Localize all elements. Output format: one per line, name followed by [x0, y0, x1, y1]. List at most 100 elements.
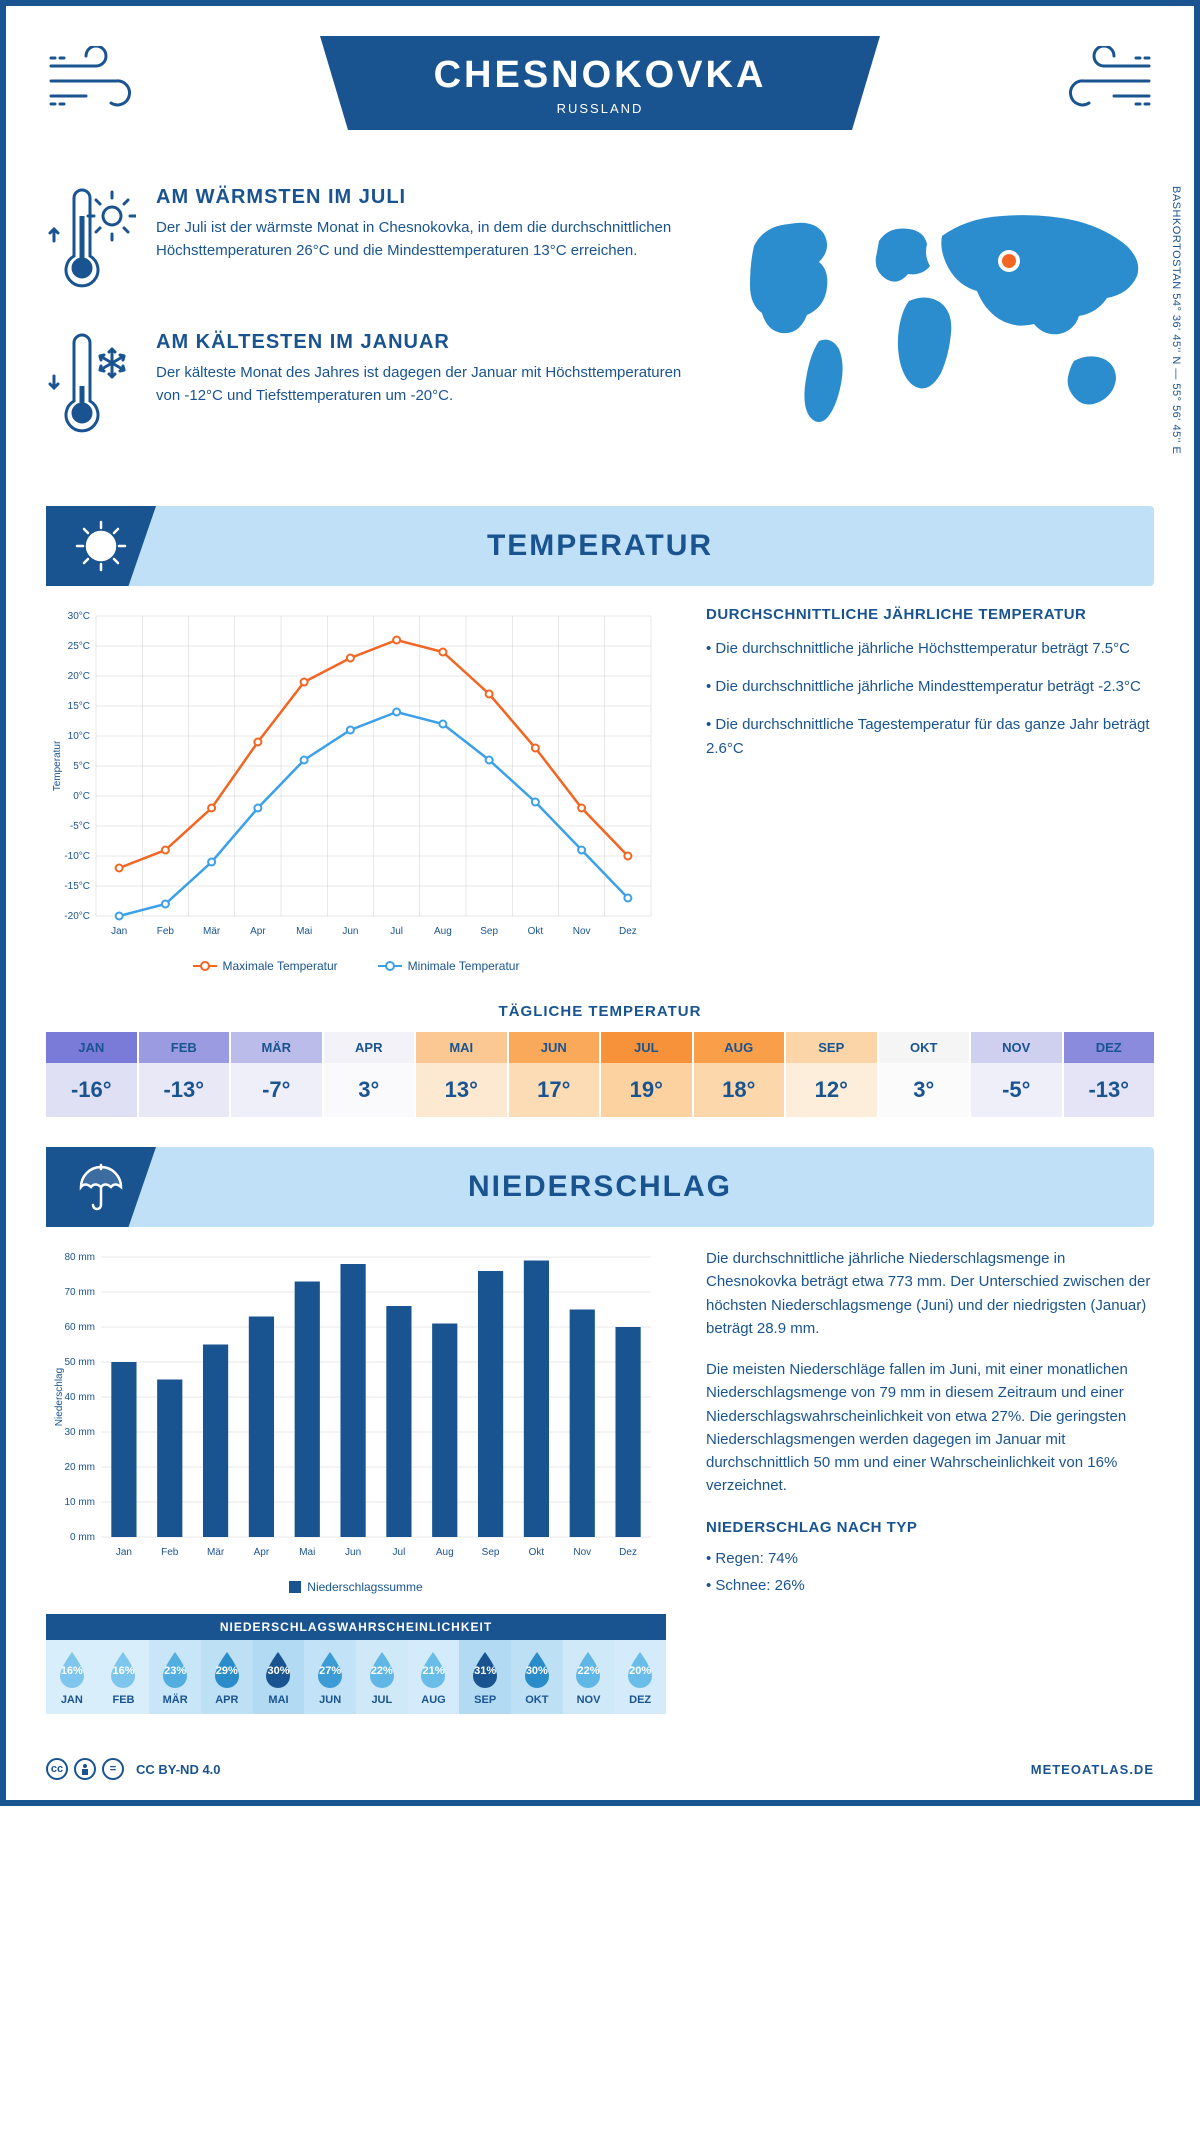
daily-temp-value: -7°: [231, 1063, 322, 1117]
svg-text:Aug: Aug: [436, 1547, 454, 1558]
temperature-line-chart: -20°C-15°C-10°C-5°C0°C5°C10°C15°C20°C25°…: [46, 606, 666, 973]
probability-cell: 16% FEB: [98, 1640, 150, 1714]
precipitation-summary: Die durchschnittliche jährliche Niedersc…: [706, 1247, 1154, 1714]
svg-text:Jul: Jul: [393, 1547, 406, 1558]
daily-month-header: SEP: [786, 1032, 877, 1063]
drop-icon: 29%: [211, 1650, 243, 1690]
svg-text:Dez: Dez: [619, 1547, 637, 1558]
svg-text:20°C: 20°C: [68, 671, 90, 682]
precipitation-title: NIEDERSCHLAG: [468, 1170, 732, 1204]
daily-temp-value: 12°: [786, 1063, 877, 1117]
svg-text:80 mm: 80 mm: [64, 1252, 95, 1263]
daily-temp-value: 19°: [601, 1063, 692, 1117]
coldest-block: AM KÄLTESTEN IM JANUAR Der kälteste Mona…: [46, 331, 684, 446]
thermometer-hot-icon: [46, 186, 136, 301]
coldest-text: Der kälteste Monat des Jahres ist dagege…: [156, 362, 684, 407]
probability-month-label: FEB: [100, 1694, 148, 1706]
svg-text:15°C: 15°C: [68, 701, 90, 712]
svg-text:40 mm: 40 mm: [64, 1392, 95, 1403]
precip-type-title: NIEDERSCHLAG NACH TYP: [706, 1516, 1154, 1539]
probability-cell: 16% JAN: [46, 1640, 98, 1714]
precipitation-bar-chart: 0 mm10 mm20 mm30 mm40 mm50 mm60 mm70 mm8…: [46, 1247, 666, 1594]
nd-icon: =: [102, 1758, 124, 1780]
svg-text:10 mm: 10 mm: [64, 1497, 95, 1508]
svg-text:Mär: Mär: [203, 926, 221, 937]
svg-text:Mai: Mai: [296, 926, 312, 937]
world-map: BASHKORTOSTAN 54° 36' 45'' N — 55° 56' 4…: [724, 186, 1154, 476]
daily-month-header: OKT: [879, 1032, 970, 1063]
svg-text:-15°C: -15°C: [64, 881, 90, 892]
warmest-block: AM WÄRMSTEN IM JULI Der Juli ist der wär…: [46, 186, 684, 301]
coordinates-label: BASHKORTOSTAN 54° 36' 45'' N — 55° 56' 4…: [1170, 186, 1182, 454]
svg-text:30 mm: 30 mm: [64, 1427, 95, 1438]
svg-text:-5°C: -5°C: [70, 821, 90, 832]
svg-text:Feb: Feb: [157, 926, 175, 937]
svg-text:25°C: 25°C: [68, 641, 90, 652]
svg-text:Nov: Nov: [573, 1547, 591, 1558]
daily-temp-value: 3°: [879, 1063, 970, 1117]
probability-title: NIEDERSCHLAGSWAHRSCHEINLICHKEIT: [46, 1614, 666, 1640]
probability-month-label: MÄR: [151, 1694, 199, 1706]
daily-temp-value: 18°: [694, 1063, 785, 1117]
title-banner: CHESNOKOVKA RUSSLAND: [320, 36, 880, 130]
daily-month-header: AUG: [694, 1032, 785, 1063]
temperature-summary: DURCHSCHNITTLICHE JÄHRLICHE TEMPERATUR •…: [706, 606, 1154, 973]
umbrella-icon: [46, 1147, 156, 1227]
temperature-summary-title: DURCHSCHNITTLICHE JÄHRLICHE TEMPERATUR: [706, 606, 1154, 623]
precip-paragraph: Die durchschnittliche jährliche Niedersc…: [706, 1247, 1154, 1340]
brand-label: METEOATLAS.DE: [1031, 1762, 1154, 1777]
daily-temp-value: 13°: [416, 1063, 507, 1117]
daily-month-header: DEZ: [1064, 1032, 1155, 1063]
drop-icon: 22%: [572, 1650, 604, 1690]
probability-month-label: SEP: [461, 1694, 509, 1706]
probability-month-label: MAI: [255, 1694, 303, 1706]
temperature-legend: Maximale Temperatur Minimale Temperatur: [46, 959, 666, 973]
probability-cell: 23% MÄR: [149, 1640, 201, 1714]
infographic-page: CHESNOKOVKA RUSSLAND AM WÄRMSTEN IM J: [0, 0, 1200, 1806]
probability-month-label: JUL: [358, 1694, 406, 1706]
precipitation-legend: Niederschlagssumme: [46, 1580, 666, 1594]
license-text: CC BY-ND 4.0: [136, 1762, 221, 1777]
probability-cell: 27% JUN: [304, 1640, 356, 1714]
daily-temp-value: -5°: [971, 1063, 1062, 1117]
wind-icon: [46, 46, 156, 116]
drop-icon: 20%: [624, 1650, 656, 1690]
daily-month-header: JUL: [601, 1032, 692, 1063]
svg-text:Mär: Mär: [207, 1547, 225, 1558]
precip-type-item: • Schnee: 26%: [706, 1574, 1154, 1597]
probability-cell: 30% OKT: [511, 1640, 563, 1714]
svg-text:Jan: Jan: [116, 1547, 132, 1558]
svg-text:Mai: Mai: [299, 1547, 315, 1558]
svg-text:-20°C: -20°C: [64, 911, 90, 922]
svg-text:Nov: Nov: [573, 926, 591, 937]
drop-icon: 21%: [417, 1650, 449, 1690]
drop-icon: 16%: [107, 1650, 139, 1690]
probability-month-label: DEZ: [616, 1694, 664, 1706]
daily-temp-value: 17°: [509, 1063, 600, 1117]
probability-month-label: APR: [203, 1694, 251, 1706]
daily-temp-value: -13°: [1064, 1063, 1155, 1117]
svg-text:60 mm: 60 mm: [64, 1322, 95, 1333]
location-title: CHESNOKOVKA: [340, 54, 860, 97]
precip-type-item: • Regen: 74%: [706, 1547, 1154, 1570]
svg-text:70 mm: 70 mm: [64, 1287, 95, 1298]
svg-text:30°C: 30°C: [68, 611, 90, 622]
probability-cell: 31% SEP: [459, 1640, 511, 1714]
svg-text:Aug: Aug: [434, 926, 452, 937]
probability-month-label: JUN: [306, 1694, 354, 1706]
svg-text:0°C: 0°C: [73, 791, 90, 802]
daily-month-header: MAI: [416, 1032, 507, 1063]
drop-icon: 23%: [159, 1650, 191, 1690]
svg-text:Apr: Apr: [254, 1547, 270, 1558]
drop-icon: 22%: [366, 1650, 398, 1690]
probability-month-label: JAN: [48, 1694, 96, 1706]
by-icon: [74, 1758, 96, 1780]
probability-month-label: NOV: [565, 1694, 613, 1706]
drop-icon: 27%: [314, 1650, 346, 1690]
wind-icon: [1044, 46, 1154, 116]
precip-paragraph: Die meisten Niederschläge fallen im Juni…: [706, 1358, 1154, 1498]
probability-cell: 29% APR: [201, 1640, 253, 1714]
probability-cell: 30% MAI: [253, 1640, 305, 1714]
warmest-title: AM WÄRMSTEN IM JULI: [156, 186, 684, 209]
probability-cell: 20% DEZ: [614, 1640, 666, 1714]
